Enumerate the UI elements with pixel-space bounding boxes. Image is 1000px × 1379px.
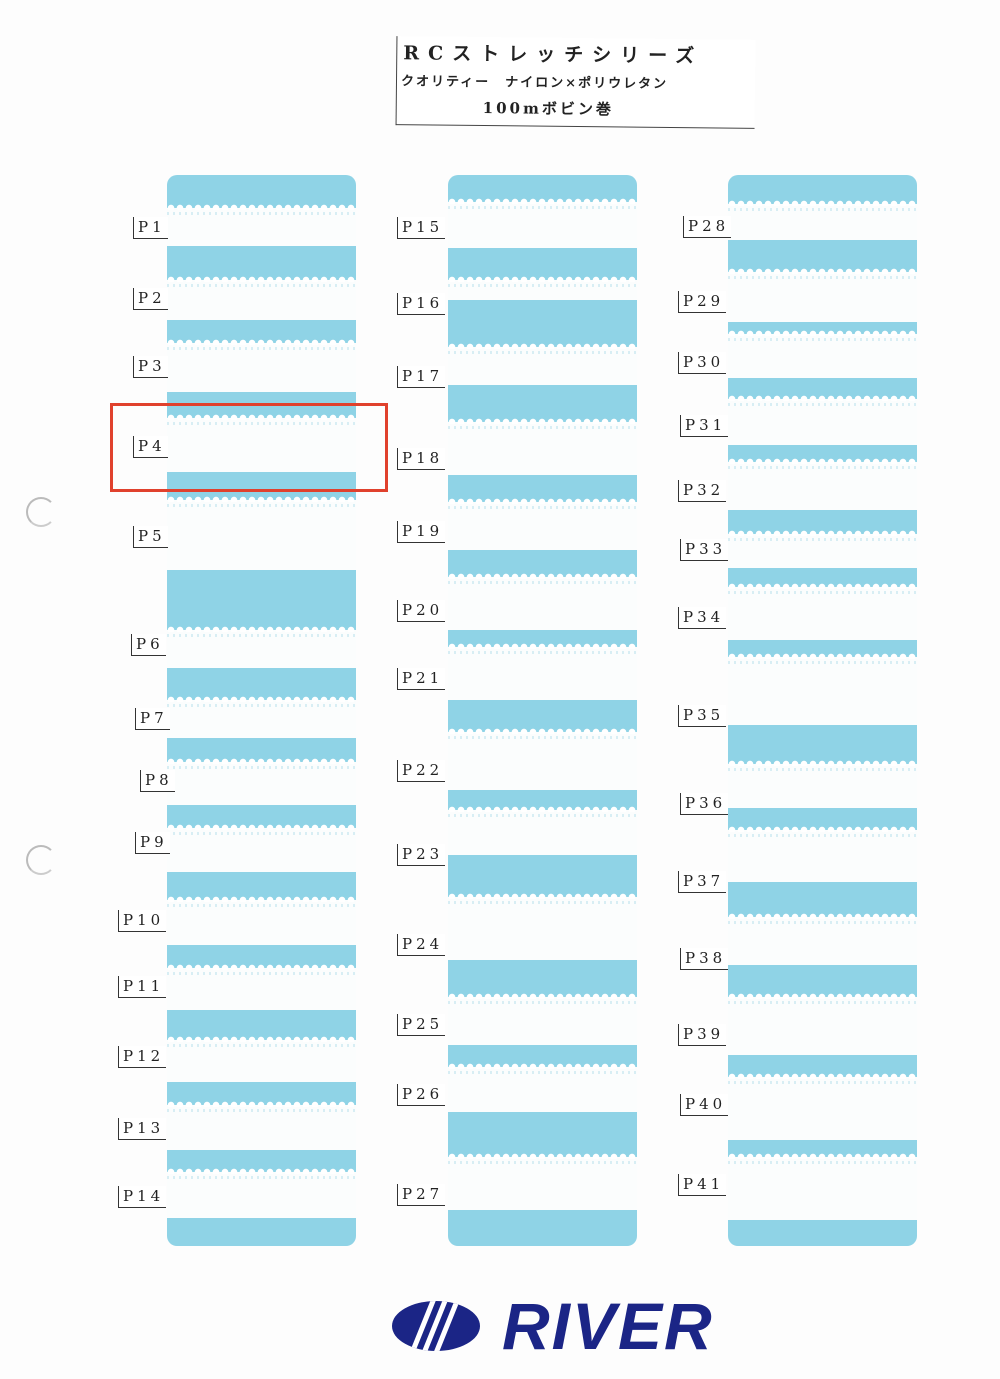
quality-text: クオリティー ナイロン×ポリウレタン xyxy=(400,74,669,92)
sample-label: P28 xyxy=(683,216,732,238)
lace-sample xyxy=(728,651,917,725)
lace-sample xyxy=(167,822,356,872)
lace-sample xyxy=(448,991,637,1045)
sample-label: P40 xyxy=(680,1094,729,1116)
lace-sample xyxy=(167,694,356,738)
lace-sample xyxy=(448,891,637,960)
sample-label: P5 xyxy=(133,526,168,548)
lace-sample xyxy=(448,571,637,630)
sample-label: P34 xyxy=(678,607,727,629)
lace-sample xyxy=(448,341,637,385)
lace-sample xyxy=(728,393,917,445)
sample-label: P26 xyxy=(397,1084,446,1106)
lace-sample xyxy=(167,202,356,246)
sample-label: P21 xyxy=(397,668,446,690)
lace-sample xyxy=(167,1166,356,1218)
sample-label: P41 xyxy=(678,1174,727,1196)
sample-label: P14 xyxy=(118,1186,167,1208)
lace-sample xyxy=(167,624,356,668)
lace-sample xyxy=(728,1151,917,1220)
sample-label: P4 xyxy=(133,436,168,458)
logo-wave-icon xyxy=(392,1301,480,1351)
lace-sample xyxy=(728,1071,917,1140)
lace-sample xyxy=(167,412,356,472)
lace-sample xyxy=(167,756,356,805)
sample-label: P8 xyxy=(140,770,175,792)
lace-sample xyxy=(167,1034,356,1082)
sample-label: P2 xyxy=(133,288,168,310)
sample-label: P22 xyxy=(397,760,446,782)
sample-label: P7 xyxy=(135,708,170,730)
sample-label: P13 xyxy=(118,1118,167,1140)
lace-sample xyxy=(448,1151,637,1210)
logo-text: RIVER xyxy=(502,1289,714,1363)
lace-sample xyxy=(728,456,917,510)
lace-sample xyxy=(448,804,637,855)
sample-label: P37 xyxy=(678,871,727,893)
sample-label: P27 xyxy=(397,1184,446,1206)
lace-sample xyxy=(448,274,637,300)
lace-sample xyxy=(167,494,356,570)
sample-label: P20 xyxy=(397,600,446,622)
lace-sample xyxy=(728,266,917,322)
lace-sample xyxy=(728,328,917,378)
river-logo: RIVER xyxy=(392,1288,714,1364)
punch-hole xyxy=(26,845,56,875)
lace-sample xyxy=(728,581,917,640)
sample-label: P17 xyxy=(397,366,446,388)
lace-sample xyxy=(448,416,637,475)
lace-sample xyxy=(728,198,917,240)
lace-sample xyxy=(448,726,637,790)
sample-label: P29 xyxy=(678,291,727,313)
lace-sample xyxy=(728,911,917,965)
sample-label: P6 xyxy=(131,634,166,656)
sample-label: P12 xyxy=(118,1046,167,1068)
sample-label: P32 xyxy=(678,480,727,502)
sample-label: P11 xyxy=(118,976,167,998)
sample-label: P33 xyxy=(680,539,729,561)
series-title: RCストレッチシリーズ xyxy=(403,42,704,68)
lace-sample xyxy=(728,991,917,1055)
sample-label: P25 xyxy=(397,1014,446,1036)
lace-sample xyxy=(728,528,917,568)
lace-sample xyxy=(728,758,917,808)
sample-label: P23 xyxy=(397,844,446,866)
sample-label: P36 xyxy=(680,793,729,815)
sample-strip-3 xyxy=(728,175,917,1246)
sample-label: P35 xyxy=(678,705,727,727)
sample-label: P3 xyxy=(133,356,168,378)
sample-label: P9 xyxy=(135,832,170,854)
lace-sample xyxy=(448,1061,637,1112)
sample-label: P16 xyxy=(397,293,446,315)
title-label: RCストレッチシリーズ クオリティー ナイロン×ポリウレタン 100mボビン巻 xyxy=(395,36,756,129)
spool-text: 100mボビン巻 xyxy=(482,99,615,119)
lace-sample xyxy=(167,1099,356,1150)
lace-sample xyxy=(448,496,637,550)
lace-sample xyxy=(167,337,356,392)
sample-label: P39 xyxy=(678,1024,727,1046)
sample-label: P38 xyxy=(680,948,729,970)
sample-label: P1 xyxy=(133,217,168,239)
lace-sample xyxy=(448,196,637,248)
sample-label: P24 xyxy=(397,934,446,956)
sample-label: P19 xyxy=(397,521,446,543)
sample-strip-2 xyxy=(448,175,637,1246)
selection-highlight xyxy=(110,403,388,492)
sample-label: P15 xyxy=(397,217,446,239)
sample-strip-1 xyxy=(167,175,356,1246)
sample-label: P18 xyxy=(397,448,446,470)
lace-sample xyxy=(167,894,356,945)
sample-label: P31 xyxy=(680,415,729,437)
punch-hole xyxy=(26,497,56,527)
sample-label: P10 xyxy=(118,910,167,932)
sample-label: P30 xyxy=(678,352,727,374)
lace-sample xyxy=(167,274,356,320)
lace-sample xyxy=(728,824,917,882)
lace-sample xyxy=(448,641,637,700)
lace-sample xyxy=(167,962,356,1010)
